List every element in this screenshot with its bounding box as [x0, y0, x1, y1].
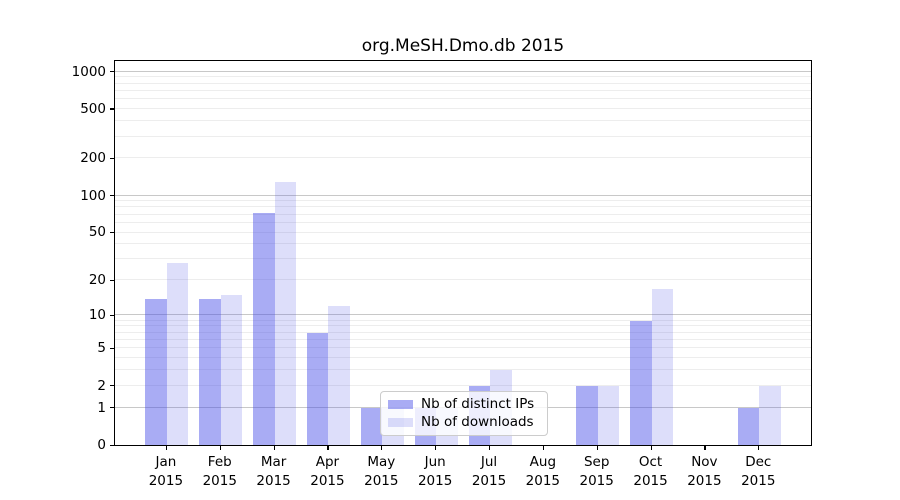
chart-title: org.MeSH.Dmo.db 2015 — [361, 36, 565, 56]
x-tick-mark — [165, 446, 168, 450]
bar-downloads — [328, 306, 350, 445]
y-tick-label: 10 — [88, 307, 106, 324]
minor-gridline — [115, 120, 811, 122]
minor-gridline — [115, 200, 811, 202]
minor-gridline — [115, 319, 811, 321]
bar-distinct-ips — [253, 213, 275, 445]
bar-distinct-ips — [199, 298, 221, 445]
y-tick-mark — [110, 71, 114, 73]
y-tick-mark — [110, 279, 114, 282]
minor-gridline — [115, 108, 811, 109]
minor-gridline — [115, 213, 811, 215]
minor-gridline — [115, 76, 811, 78]
minor-gridline — [115, 231, 811, 233]
y-tick-mark — [110, 407, 114, 409]
y-tick-label: 2 — [97, 377, 106, 394]
x-tick-mark — [489, 446, 491, 450]
bar-downloads — [166, 263, 189, 445]
minor-gridline — [115, 157, 811, 159]
bar-distinct-ips — [145, 298, 167, 445]
x-tick-mark — [542, 446, 545, 450]
legend-label-downloads: Nb of downloads — [421, 413, 534, 430]
x-tick-label: Dec 2015 — [741, 454, 776, 489]
minor-gridline — [115, 206, 811, 208]
minor-gridline — [115, 331, 811, 333]
bar-distinct-ips — [360, 407, 383, 445]
minor-gridline — [115, 357, 811, 359]
y-tick-label: 20 — [88, 272, 106, 289]
y-tick-mark — [110, 108, 114, 110]
y-tick-mark — [110, 195, 114, 197]
minor-gridline — [115, 325, 811, 327]
bar-downloads — [274, 182, 297, 445]
y-tick-label: 1 — [97, 399, 106, 416]
major-gridline — [115, 194, 811, 196]
x-tick-label: Aug 2015 — [525, 454, 561, 489]
y-tick-label: 200 — [80, 150, 106, 167]
x-tick-label: Jan 2015 — [148, 454, 184, 489]
minor-gridline — [115, 135, 811, 137]
y-tick-mark — [110, 157, 114, 160]
y-tick-label: 500 — [80, 100, 106, 117]
x-tick-label: Apr 2015 — [310, 454, 345, 489]
x-tick-mark — [596, 446, 598, 450]
y-tick-label: 1000 — [71, 63, 106, 80]
minor-gridline — [115, 98, 811, 100]
bar-distinct-ips — [630, 320, 652, 445]
bar-distinct-ips — [737, 407, 760, 445]
minor-gridline — [115, 279, 811, 281]
legend-row-downloads: Nb of downloads — [388, 413, 540, 430]
major-gridline — [115, 314, 811, 316]
x-tick-label: Oct 2015 — [633, 454, 668, 489]
x-tick-mark — [381, 446, 383, 450]
x-tick-label: Feb 2015 — [202, 454, 237, 489]
x-tick-label: Mar 2015 — [256, 454, 291, 489]
legend-label-distinct-ips: Nb of distinct IPs — [421, 396, 535, 413]
x-tick-label: Sep 2015 — [579, 454, 614, 489]
bar-downloads — [651, 288, 674, 445]
y-tick-mark — [110, 347, 114, 349]
minor-gridline — [115, 82, 811, 84]
x-tick-mark — [435, 446, 437, 450]
x-tick-label: Nov 2015 — [687, 454, 722, 489]
y-tick-label: 5 — [97, 340, 106, 357]
x-tick-label: Jun 2015 — [417, 454, 453, 489]
minor-gridline — [115, 221, 811, 223]
bar-distinct-ips — [306, 332, 329, 445]
x-tick-label: Jul 2015 — [471, 454, 507, 489]
y-tick-label: 0 — [97, 437, 106, 453]
minor-gridline — [115, 347, 811, 349]
minor-gridline — [115, 89, 811, 91]
legend-swatch-downloads-icon — [388, 417, 413, 427]
bar-downloads — [759, 385, 781, 445]
bar-downloads — [597, 385, 620, 445]
y-tick-mark — [110, 231, 114, 234]
legend-row-distinct-ips: Nb of distinct IPs — [388, 397, 540, 412]
x-tick-label: May 2015 — [364, 454, 399, 489]
minor-gridline — [115, 384, 811, 386]
y-tick-mark — [110, 385, 114, 387]
minor-gridline — [115, 258, 811, 260]
minor-gridline — [115, 243, 811, 245]
y-tick-mark — [110, 444, 114, 446]
x-tick-mark — [758, 446, 760, 450]
bar-distinct-ips — [576, 385, 598, 445]
x-tick-mark — [650, 446, 652, 450]
x-tick-mark — [219, 446, 221, 450]
y-tick-mark — [110, 314, 114, 317]
major-gridline — [115, 70, 811, 72]
legend-swatch-distinct-ips-icon — [388, 400, 413, 410]
y-tick-label: 50 — [88, 224, 106, 241]
minor-gridline — [115, 369, 811, 371]
x-tick-mark — [704, 446, 706, 450]
plot-area — [114, 60, 812, 446]
x-tick-mark — [327, 446, 329, 450]
x-tick-mark — [273, 446, 275, 450]
bar-downloads — [220, 295, 243, 445]
y-tick-label: 100 — [80, 187, 106, 204]
legend: Nb of distinct IPs Nb of downloads — [380, 391, 548, 436]
minor-gridline — [115, 338, 811, 340]
